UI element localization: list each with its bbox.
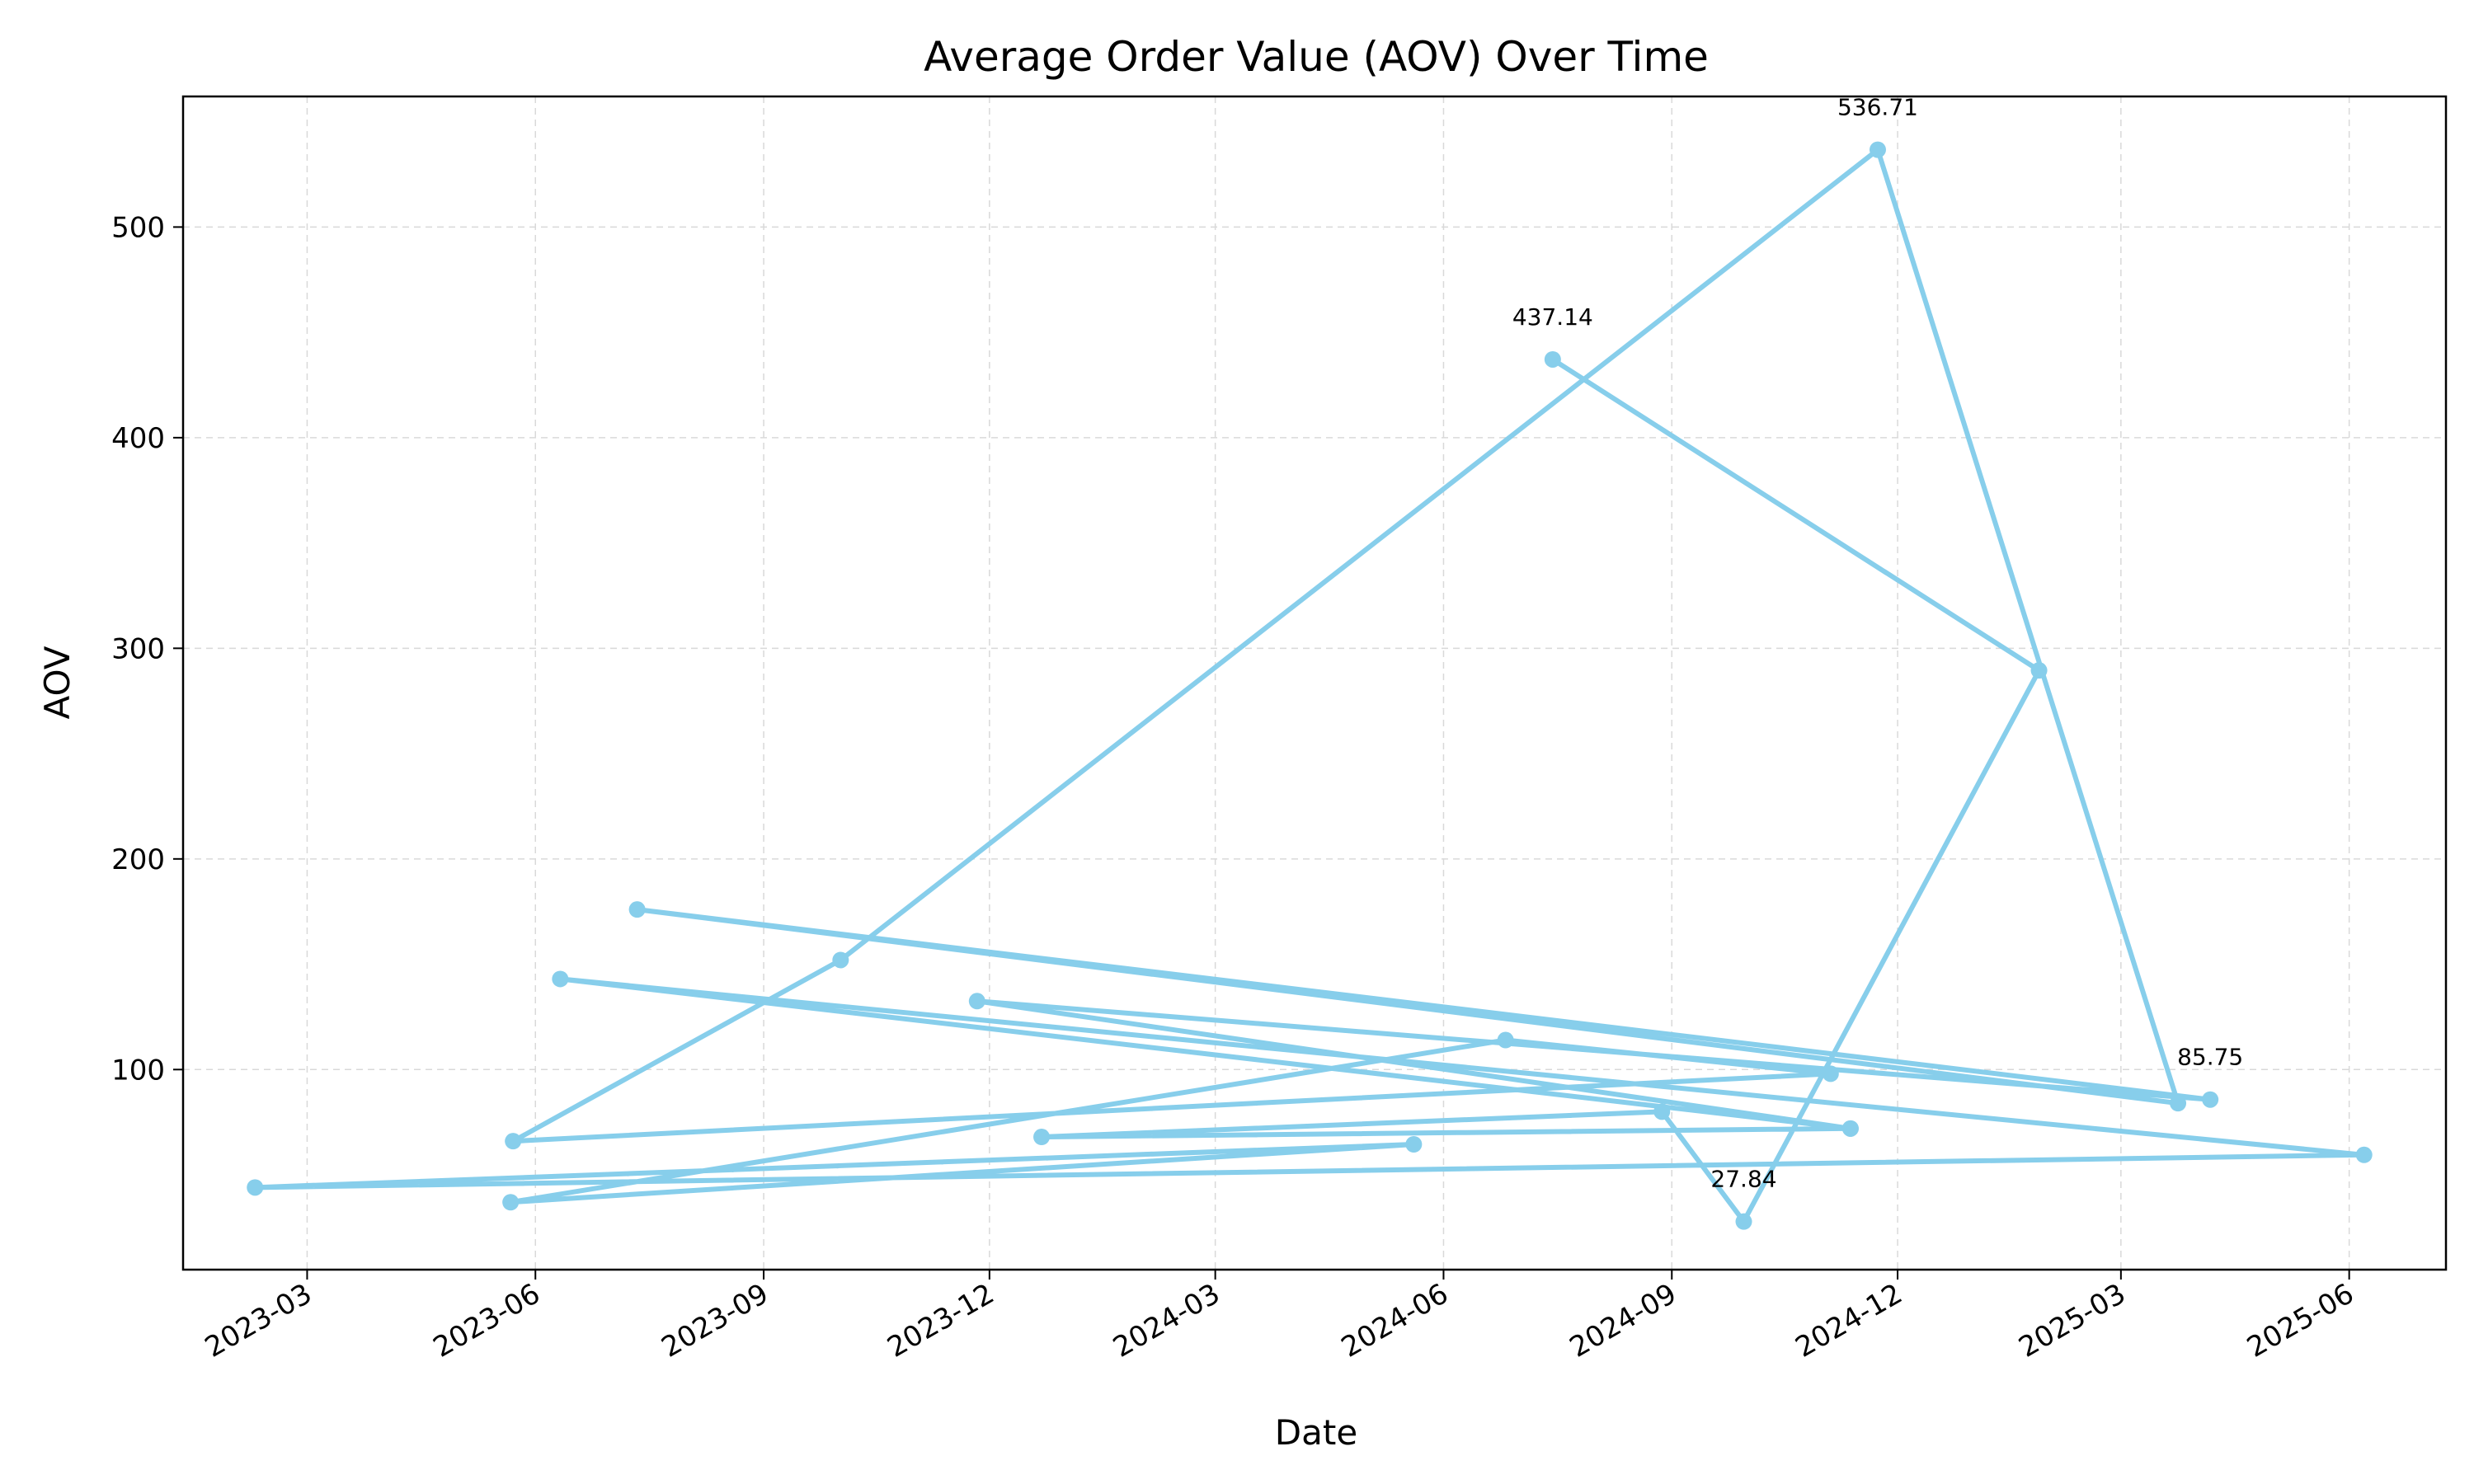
y-tick-label: 300 [111,632,165,665]
y-tick-label: 500 [111,211,165,244]
data-labels: 536.71 437.14 85.75 27.84 [1512,94,2243,1193]
aov-point [1497,1031,1514,1049]
y-tick-label: 400 [111,422,165,455]
aov-point [832,951,849,969]
aov-point [1405,1135,1423,1153]
chart-title: Average Order Value (AOV) Over Time [924,33,1709,81]
x-tick-label: 2023-06 [428,1277,546,1364]
data-label: 437.14 [1512,303,1593,331]
x-tick-label: 2024-03 [1108,1277,1225,1364]
x-tick-label: 2024-06 [1336,1277,1454,1364]
aov-point [2355,1146,2373,1163]
y-axis-ticks: 100 200 300 400 500 [111,211,183,1087]
x-tick-label: 2024-09 [1564,1277,1682,1364]
x-tick-label: 2023-12 [882,1277,999,1364]
aov-point [1544,350,1561,368]
aov-point [2202,1091,2219,1108]
aov-point [1735,1213,1752,1230]
data-label: 85.75 [2177,1044,2243,1071]
aov-point [552,970,569,988]
aov-point [1822,1065,1839,1082]
x-tick-label: 2023-03 [200,1277,317,1364]
aov-point [502,1194,520,1211]
aov-point [505,1133,522,1150]
plot-frame [181,95,2448,1271]
x-axis-label: Date [1275,1412,1357,1453]
y-tick-label: 200 [111,843,165,876]
aov-point [968,993,985,1010]
aov-point [2170,1095,2187,1112]
x-axis-ticks: 2023-03 2023-06 2023-09 2023-12 2024-03 2024-… [200,1270,2359,1364]
x-tick-label: 2025-03 [2013,1277,2131,1364]
y-tick-label: 100 [111,1054,165,1087]
aov-point [1033,1129,1051,1146]
y-axis-label: AOV [37,646,78,719]
x-tick-label: 2025-06 [2241,1277,2359,1364]
x-tick-label: 2024-12 [1790,1277,1908,1364]
aov-point [1869,141,1886,158]
aov-point [1653,1103,1671,1120]
aov-line [252,147,2367,1224]
x-tick-label: 2023-09 [656,1277,774,1364]
aov-point [247,1179,264,1196]
data-label: 27.84 [1710,1166,1776,1193]
aov-point [1841,1120,1859,1137]
aov-point [2030,662,2048,679]
aov-point [628,901,646,918]
data-label: 536.71 [1837,94,1918,121]
series-aov [247,141,2373,1230]
